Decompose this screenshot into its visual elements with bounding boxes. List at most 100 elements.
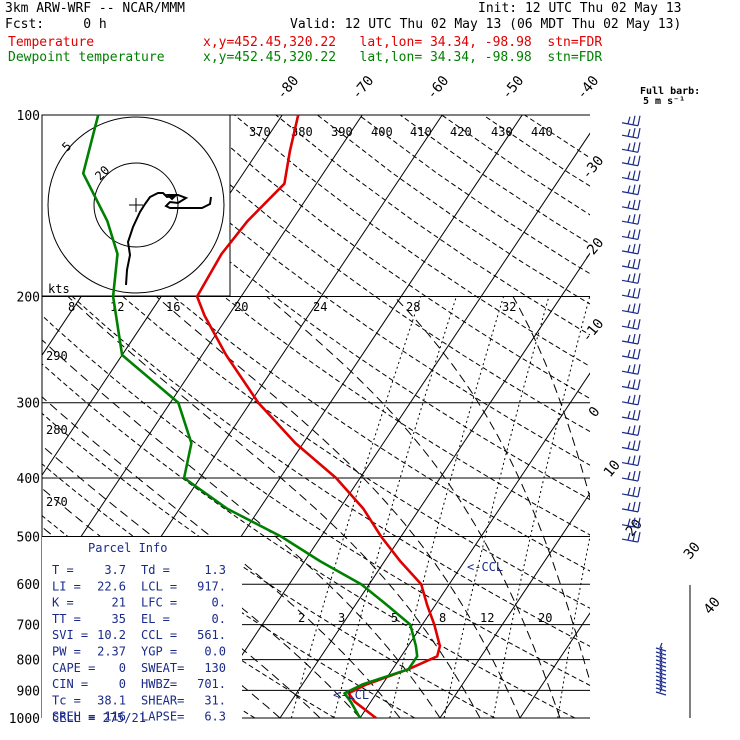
parcel-info-panel: Parcel Info T = 3.7 Td = 1.3 LI = 22.6 LCL = 91… [42,537,242,725]
wind-barb [621,440,641,452]
mixing-ratio-label: 8 [68,300,75,314]
mixing-ratio-label: 3 [338,611,345,625]
dry-adiabat-line [42,314,590,686]
pressure-tick-label: 600 [17,578,40,593]
isotherm-label: 30 [681,539,704,562]
wind-barb [621,115,641,127]
forecast-hour: Fcst: 0 h [5,17,107,32]
dry-adiabat-line [275,115,590,336]
theta-label: 280 [46,423,68,437]
pressure-tick-label: 900 [17,684,40,699]
parcel-row-value: 6.3 [204,710,226,724]
mixing-ratio-label: 32 [502,300,516,314]
wind-barb [621,379,641,391]
dry-adiabat-line [42,363,576,718]
pressure-tick-label: 300 [17,397,40,412]
mixing-ratio-line [290,296,422,718]
theta-label: 270 [46,495,68,509]
wind-barb [621,170,641,182]
barb-legend-title: Full barb: [640,86,700,97]
parcel-row-key: Tc = [52,693,81,707]
isotherm-label: 0 [586,404,604,421]
parcel-row-value: 38.1 [97,693,126,707]
isotherm-label: -50 [499,73,528,103]
init-time: Init: 12 UTC Thu 02 May 13 [478,1,682,16]
parcel-row-key: CCL = [141,628,177,642]
parcel-row-key: YGP = [141,645,177,659]
wind-barb [621,364,641,375]
dry-adiabat-line [234,115,590,367]
wind-barb [621,319,641,330]
wind-barb [621,155,641,167]
isotherm-line [680,115,740,718]
wind-barb [621,258,641,270]
dry-adiabat-line [524,115,590,159]
isotherm-label: -20 [579,235,608,265]
parcel-row-value: 0. [212,612,226,626]
theta-label: 290 [46,349,68,363]
pressure-tick-label: 200 [17,291,40,306]
wind-barb [621,273,641,284]
parcel-row-value: 116 [104,710,126,724]
wind-barb [621,501,641,513]
isotherm-label: 10 [601,457,624,480]
isotherm-label: -60 [424,73,453,103]
moist-adiabat-line [512,296,590,501]
parcel-row-value: 0 [119,661,126,675]
wind-barb [621,348,641,360]
parcel-row-key: CIN = [52,677,88,691]
mixing-ratio-label: 12 [110,300,124,314]
isotherm-line [279,252,590,718]
theta-label: 420 [450,125,472,139]
parcel-row-value: 3.7 [104,563,126,577]
wind-barb [655,686,667,696]
moist-adiabat-line [156,296,521,718]
parcel-row-value: 561. [197,628,226,642]
dry-adiabat-line [42,220,590,609]
dry-adiabat-line [42,267,590,647]
ccl-annotation: <-CCL [467,560,503,574]
parcel-row-key: LI = [52,579,81,593]
parcel-row-key: LAPSE= [141,710,184,724]
parcel-info-title: Parcel Info [88,541,167,555]
wind-barb [621,243,641,255]
wind-barb [621,531,641,543]
theta-label: 410 [410,125,432,139]
pressure-tick-label: 1000 [9,712,40,727]
dry-adiabat-line [317,115,590,305]
parcel-row-key: SWEAT= [141,661,184,675]
mixing-ratio-label: 24 [313,300,327,314]
theta-label: 440 [531,125,553,139]
wind-barb [621,199,641,211]
parcel-row-key: TT = [52,612,81,626]
parcel-row-key: SHEAR= [141,693,184,707]
dry-adiabat-line [482,115,590,187]
isotherm-label: -80 [274,73,303,103]
model-title: 3km ARW-WRF -- NCAR/MMM [5,1,186,16]
parcel-row-value: 0 [119,677,126,691]
parcel-row-value: 31. [204,693,226,707]
wind-barb [621,517,641,529]
parcel-row-key: HWBZ= [141,677,177,691]
pressure-tick-label: 800 [17,654,40,669]
wind-barb [621,410,641,421]
hodograph-trace [125,192,212,286]
parcel-row-value: 130 [204,661,226,675]
parcel-row-key: LCL = [141,579,177,593]
wind-barb [621,128,641,139]
theta-label: 390 [331,125,353,139]
parcel-row-value: 701. [197,677,226,691]
isotherm-label: -70 [349,73,378,103]
theta-label: 370 [249,125,271,139]
pressure-tick-label: 700 [17,619,40,634]
mixing-ratio-label: 5 [391,611,398,625]
parcel-row-key: CAPE = [52,661,95,675]
barb-legend-value: 5 m s⁻¹ [643,96,685,107]
mixing-ratio-line [557,533,590,718]
isotherm-label: -30 [579,153,608,183]
parcel-row-value: 917. [197,579,226,593]
wind-barb [621,425,641,436]
mixing-ratio-label: 16 [166,300,180,314]
wind-barb [621,455,641,467]
lcl-annotation: <-LCL [333,688,369,702]
